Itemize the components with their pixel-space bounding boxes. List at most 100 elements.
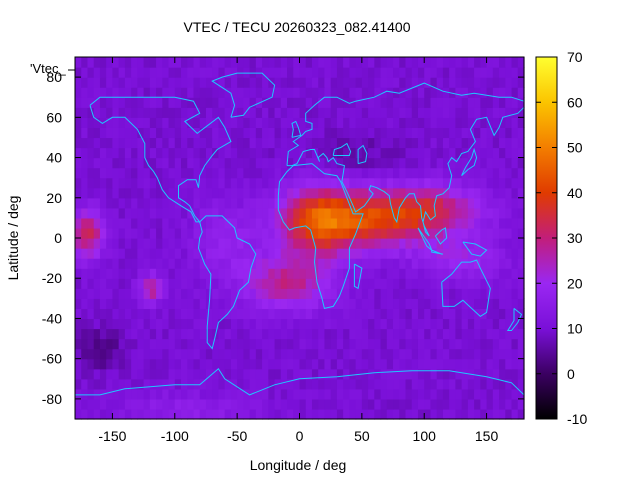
- heatmap-cell: [287, 167, 294, 179]
- heatmap-cell: [293, 318, 301, 330]
- heatmap-cell: [480, 328, 488, 340]
- heatmap-cell: [193, 147, 201, 159]
- heatmap-cell: [280, 348, 288, 360]
- heatmap-cell: [467, 137, 475, 149]
- heatmap-cell: [106, 97, 114, 108]
- heatmap-cell: [480, 147, 488, 159]
- heatmap-cell: [324, 107, 332, 118]
- heatmap-cell: [187, 147, 195, 159]
- heatmap-cell: [299, 207, 307, 219]
- heatmap-cell: [75, 328, 82, 340]
- heatmap-cell: [75, 408, 82, 420]
- heatmap-cell: [393, 378, 400, 390]
- heatmap-cell: [262, 147, 269, 159]
- heatmap-cell: [393, 398, 400, 410]
- heatmap-cell: [461, 227, 469, 239]
- heatmap-cell: [218, 187, 226, 199]
- heatmap-cell: [224, 67, 232, 78]
- heatmap-cell: [118, 238, 126, 249]
- heatmap-cell: [168, 408, 176, 420]
- heatmap-cell: [230, 268, 238, 279]
- heatmap-cell: [480, 388, 488, 400]
- heatmap-cell: [149, 57, 157, 68]
- heatmap-cell: [249, 378, 257, 390]
- heatmap-cell: [268, 268, 276, 279]
- heatmap-cell: [124, 248, 132, 259]
- heatmap-cell: [486, 67, 494, 78]
- heatmap-cell: [124, 378, 132, 390]
- heatmap-cell: [311, 388, 319, 400]
- heatmap-cell: [224, 248, 232, 259]
- heatmap-cell: [174, 288, 182, 299]
- heatmap-cell: [324, 67, 332, 78]
- heatmap-cell: [187, 348, 195, 360]
- heatmap-cell: [243, 207, 251, 219]
- heatmap-cell: [243, 127, 251, 139]
- heatmap-cell: [112, 288, 120, 299]
- heatmap-cell: [287, 157, 294, 169]
- heatmap-cell: [131, 268, 138, 279]
- heatmap-cell: [149, 248, 157, 259]
- heatmap-cell: [486, 87, 494, 98]
- heatmap-cell: [143, 137, 151, 149]
- heatmap-cell: [168, 278, 176, 289]
- heatmap-cell: [486, 157, 494, 169]
- heatmap-cell: [480, 117, 488, 128]
- heatmap-cell: [193, 97, 201, 108]
- heatmap-cell: [480, 217, 488, 229]
- heatmap-cell: [224, 157, 232, 169]
- heatmap-cell: [274, 398, 282, 410]
- heatmap-cell: [455, 258, 463, 269]
- heatmap-cell: [480, 107, 488, 118]
- heatmap-cell: [436, 87, 444, 98]
- heatmap-cell: [118, 177, 126, 189]
- heatmap-cell: [268, 227, 276, 239]
- heatmap-cell: [299, 388, 307, 400]
- heatmap-cell: [118, 117, 126, 128]
- heatmap-cell: [343, 338, 350, 350]
- heatmap-cell: [293, 368, 301, 380]
- heatmap-cell: [137, 107, 145, 118]
- heatmap-cell: [442, 288, 450, 299]
- heatmap-cell: [187, 97, 195, 108]
- heatmap-cell: [156, 358, 163, 370]
- heatmap-cell: [143, 368, 151, 380]
- heatmap-cell: [386, 278, 394, 289]
- heatmap-cell: [318, 77, 326, 88]
- heatmap-cell: [112, 238, 120, 249]
- heatmap-cell: [399, 378, 407, 390]
- heatmap-cell: [505, 117, 513, 128]
- heatmap-cell: [517, 177, 525, 189]
- heatmap-cell: [517, 258, 525, 269]
- colorbar-tick-label: -10: [567, 411, 587, 427]
- heatmap-cell: [230, 57, 238, 68]
- heatmap-cell: [380, 67, 388, 78]
- heatmap-cell: [442, 207, 450, 219]
- heatmap-cell: [374, 217, 382, 229]
- heatmap-cell: [486, 258, 494, 269]
- heatmap-cell: [99, 338, 107, 350]
- heatmap-cell: [486, 57, 494, 68]
- heatmap-cell: [131, 368, 138, 380]
- heatmap-cell: [474, 147, 481, 159]
- heatmap-cell: [262, 217, 269, 229]
- heatmap-cell: [393, 358, 400, 370]
- heatmap-cell: [517, 268, 525, 279]
- heatmap-cell: [137, 77, 145, 88]
- heatmap-cell: [224, 117, 232, 128]
- heatmap-cell: [87, 197, 95, 209]
- heatmap-cell: [99, 268, 107, 279]
- heatmap-cell: [243, 338, 251, 350]
- heatmap-cell: [511, 67, 519, 78]
- heatmap-cell: [156, 77, 163, 88]
- heatmap-cell: [324, 298, 332, 309]
- heatmap-cell: [349, 368, 357, 380]
- heatmap-cell: [343, 167, 350, 179]
- heatmap-cell: [124, 197, 132, 209]
- heatmap-cell: [442, 217, 450, 229]
- heatmap-cell: [430, 207, 438, 219]
- heatmap-cell: [149, 217, 157, 229]
- heatmap-cell: [87, 318, 95, 330]
- colorbar-tick-label: 20: [567, 275, 583, 291]
- heatmap-cell: [324, 388, 332, 400]
